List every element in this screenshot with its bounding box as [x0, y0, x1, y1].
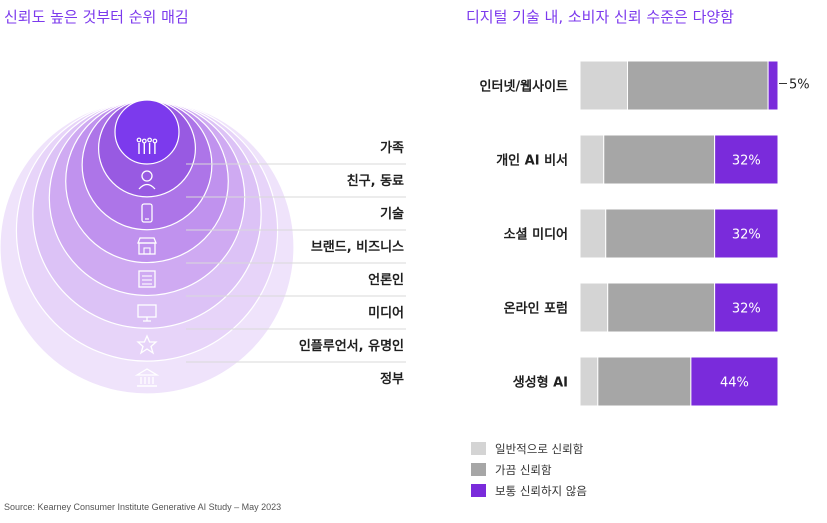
trust-rank-label: 언론인 — [368, 272, 404, 288]
category-label: 인터넷/웹사이트 — [480, 79, 569, 95]
category-label: 소셜 미디어 — [504, 227, 568, 243]
family-icon — [136, 137, 158, 154]
trust-rank-row: 브랜드, 비즈니스 — [137, 237, 406, 264]
bar-segment-2 — [605, 208, 716, 259]
trust-rank-row: 가족 — [136, 137, 406, 165]
legend-label: 일반적으로 신뢰함 — [495, 442, 584, 456]
bar-segment-3 — [714, 282, 779, 333]
category-label: 생성형 AI — [513, 375, 568, 391]
category-label: 온라인 포럼 — [504, 301, 568, 317]
trust-circles — [0, 99, 295, 395]
bar-segment-1 — [579, 134, 605, 185]
bar-segment-2 — [627, 60, 769, 111]
category-label: 개인 AI 비서 — [496, 153, 568, 169]
government-building-icon — [134, 368, 160, 387]
trust-rank-label: 인플루언서, 유명인 — [299, 338, 404, 354]
bar-segment-1 — [579, 208, 607, 259]
trust-rank-row: 미디어 — [137, 304, 406, 330]
media-screen-icon — [137, 304, 157, 322]
bar-segment-1 — [579, 356, 599, 407]
trust-rank-row: 언론인 — [138, 270, 406, 297]
bar-segment-3 — [767, 60, 779, 111]
legend-label: 가끔 신뢰함 — [495, 463, 552, 477]
bar-segment-1 — [579, 282, 609, 333]
legend-swatch — [471, 442, 486, 455]
star-icon — [136, 334, 158, 355]
data-label: 32% — [732, 302, 761, 317]
bar-segment-1 — [579, 60, 629, 111]
data-label: 5% — [789, 78, 810, 93]
trust-rank-label: 기술 — [380, 207, 404, 222]
trust-rank-row: 정부 — [134, 368, 404, 387]
trust-rank-label: 친구, 동료 — [347, 174, 404, 189]
bar-segment-2 — [603, 134, 716, 185]
data-label: 32% — [732, 228, 761, 243]
storefront-icon — [137, 237, 157, 255]
trust-rank-label: 브랜드, 비즈니스 — [311, 239, 404, 255]
source-note: Source: Kearney Consumer Institute Gener… — [4, 502, 282, 512]
newspaper-icon — [138, 270, 156, 288]
bar-segment-3 — [714, 208, 779, 259]
bar-segment-2 — [597, 356, 692, 407]
legend-swatch — [471, 484, 486, 497]
legend-swatch — [471, 463, 486, 476]
trust-rank-label: 가족 — [380, 141, 404, 156]
bar-segment-3 — [714, 134, 779, 185]
trust-rank-row: 기술 — [141, 203, 406, 231]
bar-segment-3 — [690, 356, 779, 407]
smartphone-icon — [141, 203, 153, 223]
trust-rank-label: 정부 — [380, 371, 404, 387]
legend-label: 보통 신뢰하지 않음 — [495, 484, 587, 498]
friend-icon — [138, 170, 156, 190]
data-label: 32% — [732, 154, 761, 169]
trust-rank-row: 친구, 동료 — [138, 170, 406, 198]
data-label: 44% — [720, 376, 749, 391]
trust-circle-8 — [114, 99, 180, 165]
left-panel-title: 신뢰도 높은 것부터 순위 매김 — [4, 8, 189, 26]
trust-rank-row: 인플루언서, 유명인 — [136, 334, 406, 363]
trust-rank-label: 미디어 — [368, 305, 404, 321]
bar-segment-2 — [607, 282, 716, 333]
right-panel-title: 디지털 기술 내, 소비자 신뢰 수준은 다양함 — [466, 8, 734, 26]
